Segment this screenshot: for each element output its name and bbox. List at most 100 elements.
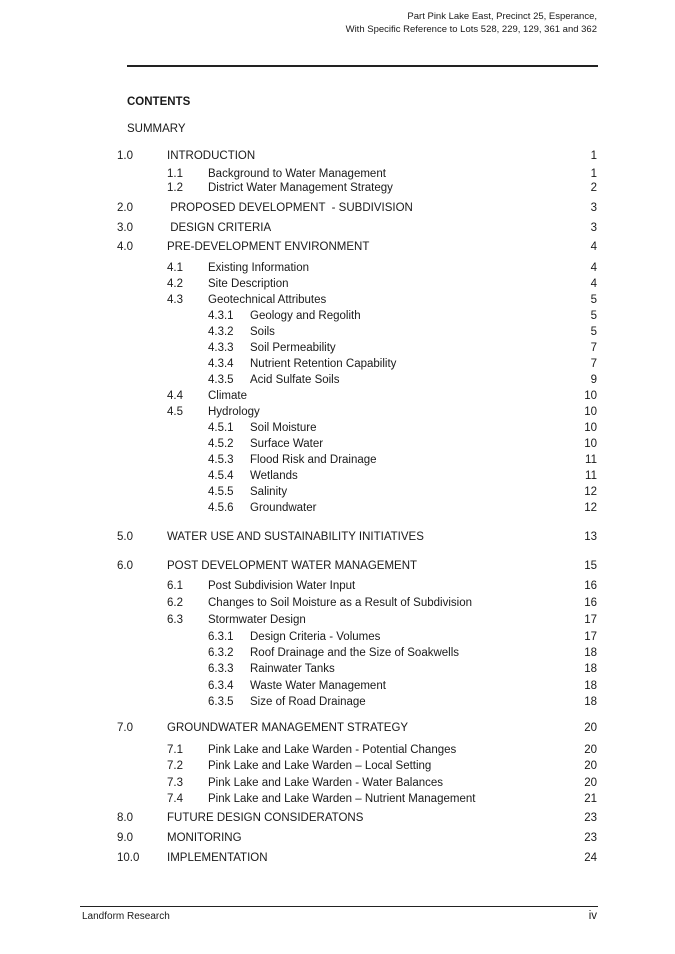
toc-entry-title: Stormwater Design [208, 614, 306, 626]
toc-entry-title: Flood Risk and Drainage [250, 454, 377, 466]
toc-entry-number: 9.0 [117, 832, 133, 844]
toc-entry-title: Changes to Soil Moisture as a Result of … [208, 597, 473, 609]
toc-entry-page: 7 [590, 358, 597, 370]
toc-entry-number: 4.5.5 [208, 486, 234, 498]
toc-entry-title: INTRODUCTION [167, 150, 256, 162]
toc-entry-page: 20 [584, 744, 597, 756]
toc-entry-page: 23 [584, 832, 597, 844]
toc-entry-title: Pink Lake and Lake Warden – Nutrient Man… [208, 793, 476, 805]
toc-entry-number: 6.3.3 [208, 663, 234, 675]
toc-entry-page: 13 [584, 531, 597, 543]
toc-entry-number: 4.3.5 [208, 374, 234, 386]
summary-label: SUMMARY [127, 123, 186, 135]
toc-entry-page: 15 [584, 560, 597, 572]
toc-entry-page: 18 [584, 680, 597, 692]
toc-entry-title: Wetlands [250, 470, 298, 482]
toc-entry-page: 3 [590, 222, 597, 234]
toc-entry-number: 4.5.2 [208, 438, 234, 450]
toc-entry-page: 4 [590, 241, 597, 253]
toc-entry-page: 24 [584, 852, 597, 864]
toc-entry-title: IMPLEMENTATION [167, 852, 268, 864]
toc-entry-title: Hydrology [208, 406, 260, 418]
toc-entry-title: Surface Water [250, 438, 324, 450]
contents-title: CONTENTS [127, 96, 191, 108]
toc-entry-title: Pink Lake and Lake Warden - Potential Ch… [208, 744, 457, 756]
footer-page-number: iv [588, 910, 597, 922]
toc-entry-page: 10 [584, 422, 597, 434]
toc-entry-title: Soils [250, 326, 275, 338]
toc-entry-title: Existing Information [208, 262, 309, 274]
toc-entry-title: Pink Lake and Lake Warden – Local Settin… [208, 760, 432, 772]
toc-entry-page: 17 [584, 631, 597, 643]
toc-entry-page: 1 [590, 168, 597, 180]
toc-entry-title: Pink Lake and Lake Warden - Water Balanc… [208, 777, 444, 789]
toc-entry-title: Climate [208, 390, 247, 402]
toc-entry-page: 20 [584, 722, 597, 734]
toc-entry-number: 7.3 [167, 777, 183, 789]
footer-rule [80, 906, 598, 907]
toc-entry-number: 6.3.4 [208, 680, 234, 692]
toc-entry-number: 1.2 [167, 182, 183, 194]
toc-entry-title: Geology and Regolith [250, 310, 361, 322]
toc-entry-page: 20 [584, 760, 597, 772]
toc-entry-title: Size of Road Drainage [250, 696, 366, 708]
toc-entry-title: MONITORING [167, 832, 242, 844]
toc-entry-title: DESIGN CRITERIA [167, 222, 272, 234]
footer-left: Landform Research [82, 911, 170, 922]
toc-entry-number: 7.1 [167, 744, 183, 756]
toc-entry-number: 5.0 [117, 531, 133, 543]
toc-entry-page: 16 [584, 597, 597, 609]
toc-entry-page: 23 [584, 812, 597, 824]
toc-entry-title: Soil Moisture [250, 422, 317, 434]
toc-entry-number: 6.3.5 [208, 696, 234, 708]
toc-entry-page: 3 [590, 202, 597, 214]
toc-entry-title: Nutrient Retention Capability [250, 358, 397, 370]
toc-entry-number: 4.3.4 [208, 358, 234, 370]
toc-entry-page: 12 [584, 486, 597, 498]
toc-entry-title: Design Criteria - Volumes [250, 631, 381, 643]
toc-entry-title: Soil Permeability [250, 342, 336, 354]
toc-entry-number: 6.3.2 [208, 647, 234, 659]
toc-entry-page: 4 [590, 278, 597, 290]
toc-entry-number: 7.0 [117, 722, 133, 734]
toc-entry-page: 5 [590, 326, 597, 338]
toc-entry-number: 4.4 [167, 390, 183, 402]
toc-entry-number: 1.0 [117, 150, 133, 162]
toc-entry-page: 5 [590, 310, 597, 322]
toc-entry-number: 2.0 [117, 202, 133, 214]
toc-entry-title: Groundwater [250, 502, 317, 514]
toc-entry-number: 4.3.3 [208, 342, 234, 354]
toc-entry-page: 10 [584, 406, 597, 418]
toc-entry-number: 4.5.6 [208, 502, 234, 514]
toc-entry-number: 6.1 [167, 580, 183, 592]
toc-entry-number: 4.5.4 [208, 470, 234, 482]
toc-entry-title: PROPOSED DEVELOPMENT - SUBDIVISION [167, 202, 413, 214]
toc-entry-page: 9 [590, 374, 597, 386]
toc-entry-title: POST DEVELOPMENT WATER MANAGEMENT [167, 560, 418, 572]
toc-entry-page: 5 [590, 294, 597, 306]
toc-entry-page: 18 [584, 696, 597, 708]
toc-entry-number: 6.0 [117, 560, 133, 572]
toc-entry-page: 1 [590, 150, 597, 162]
toc-entry-number: 4.3 [167, 294, 183, 306]
toc-entry-title: Salinity [250, 486, 288, 498]
toc-entry-number: 10.0 [117, 852, 140, 864]
toc-entry-number: 4.5.3 [208, 454, 234, 466]
toc-entry-title: Background to Water Management [208, 168, 386, 180]
toc-entry-title: PRE-DEVELOPMENT ENVIRONMENT [167, 241, 370, 253]
toc-entry-page: 12 [584, 502, 597, 514]
toc-entry-page: 17 [584, 614, 597, 626]
toc-entry-page: 16 [584, 580, 597, 592]
toc-entry-number: 6.3 [167, 614, 183, 626]
toc-entry-number: 6.3.1 [208, 631, 234, 643]
toc-entry-page: 18 [584, 663, 597, 675]
toc-entry-title: Roof Drainage and the Size of Soakwells [250, 647, 460, 659]
toc-entry-number: 7.2 [167, 760, 183, 772]
toc-entry-page: 10 [584, 438, 597, 450]
toc-entry-title: WATER USE AND SUSTAINABILITY INITIATIVES [167, 531, 424, 543]
toc-entry-page: 10 [584, 390, 597, 402]
header-line-2: With Specific Reference to Lots 528, 229… [345, 24, 597, 35]
header-rule [127, 65, 598, 67]
toc-entry-page: 2 [590, 182, 597, 194]
toc-entry-title: Acid Sulfate Soils [250, 374, 340, 386]
